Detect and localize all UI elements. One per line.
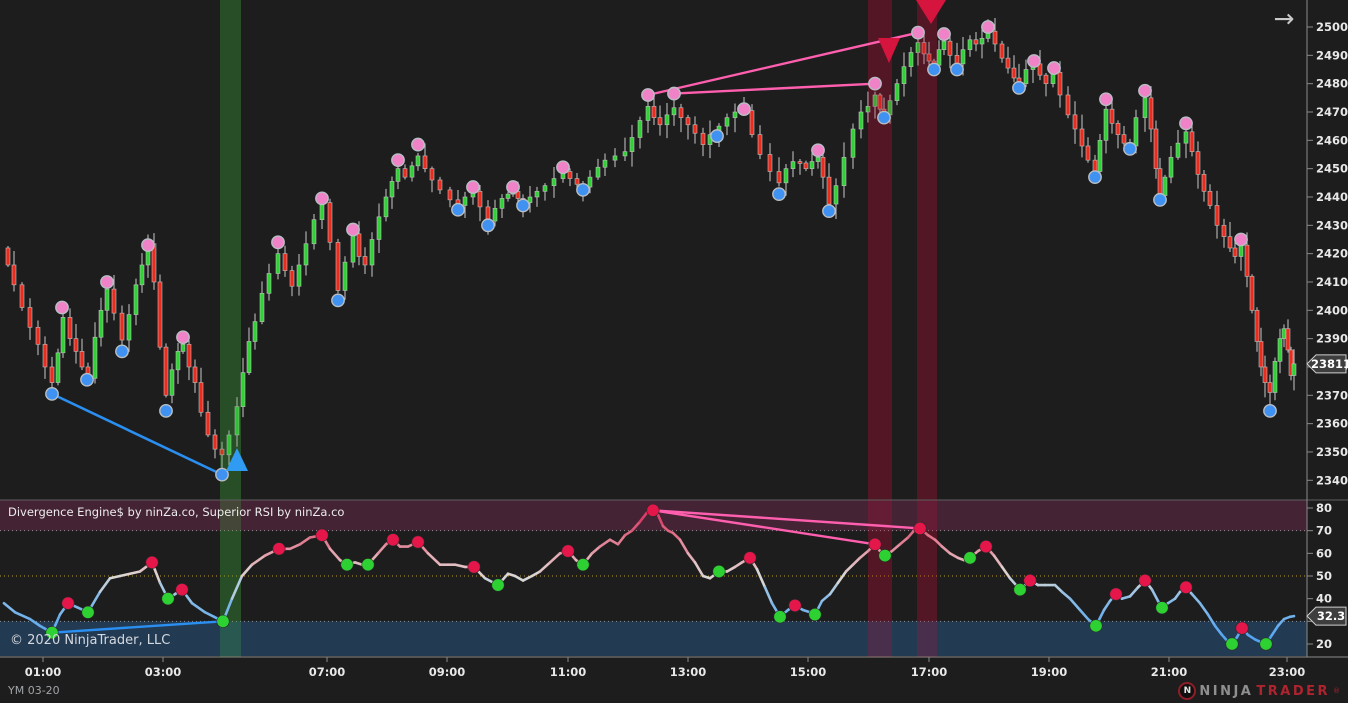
svg-text:23811: 23811 [1311,357,1348,371]
brand-registered-mark: ® [1333,687,1340,695]
svg-text:23400: 23400 [1316,473,1348,487]
rsi-value-tag: 32.3 [1306,606,1347,626]
ninjatrader-logo: N NINJA TRADER ® [1178,682,1340,700]
price-divergence-lines [51,31,919,476]
svg-text:13:00: 13:00 [670,665,707,679]
indicator-panel-label: Divergence Engine$ by ninZa.co, Superior… [8,505,345,519]
brand-text-ninja: NINJA [1199,683,1254,699]
svg-text:23900: 23900 [1316,332,1348,346]
rsi-divergence-lines [51,509,921,634]
svg-text:24100: 24100 [1316,275,1348,289]
svg-text:15:00: 15:00 [790,665,827,679]
svg-text:19:00: 19:00 [1031,665,1068,679]
pane-borders [0,0,1348,658]
swing-markers [45,20,1277,482]
trade-signal-arrows [226,0,946,471]
svg-text:23500: 23500 [1316,445,1348,459]
svg-text:23700: 23700 [1316,388,1348,402]
last-price-tag: 23811 [1306,354,1348,374]
svg-text:24700: 24700 [1316,105,1348,119]
svg-text:17:00: 17:00 [911,665,948,679]
svg-text:11:00: 11:00 [550,665,587,679]
svg-text:32.3: 32.3 [1317,609,1345,623]
svg-text:24800: 24800 [1316,77,1348,91]
svg-text:24000: 24000 [1316,303,1348,317]
svg-text:25000: 25000 [1316,20,1348,34]
svg-text:24300: 24300 [1316,218,1348,232]
svg-text:50: 50 [1316,569,1332,583]
svg-text:07:00: 07:00 [309,665,346,679]
copyright-text: © 2020 NinjaTrader, LLC [10,633,171,648]
svg-text:24900: 24900 [1316,48,1348,62]
scroll-to-latest-arrow-icon[interactable]: → [1273,4,1295,33]
ninjatrader-logo-icon: N [1178,682,1197,700]
svg-text:23600: 23600 [1316,417,1348,431]
time-axis[interactable]: 01:00 03:00 07:00 09:00 11:00 13:00 15:00 17:00… [25,657,1306,679]
rsi-dots [45,503,1273,651]
svg-text:23:00: 23:00 [1269,665,1306,679]
svg-text:09:00: 09:00 [429,665,466,679]
svg-text:20: 20 [1316,637,1332,651]
svg-text:24200: 24200 [1316,247,1348,261]
svg-text:24400: 24400 [1316,190,1348,204]
price-axis[interactable]: 25000 24900 24800 24700 24600 24500 24400 24300… [1307,20,1348,487]
svg-text:01:00: 01:00 [25,665,62,679]
svg-text:80: 80 [1316,501,1332,515]
svg-text:21:00: 21:00 [1151,665,1188,679]
svg-text:60: 60 [1316,546,1332,560]
svg-text:03:00: 03:00 [145,665,182,679]
svg-text:24600: 24600 [1316,133,1348,147]
instrument-label: YM 03-20 [8,684,60,697]
svg-text:24500: 24500 [1316,162,1348,176]
svg-text:40: 40 [1316,592,1332,606]
brand-text-trader: TRADER [1256,683,1330,699]
svg-text:70: 70 [1316,524,1332,538]
rsi-zones [0,500,1307,656]
